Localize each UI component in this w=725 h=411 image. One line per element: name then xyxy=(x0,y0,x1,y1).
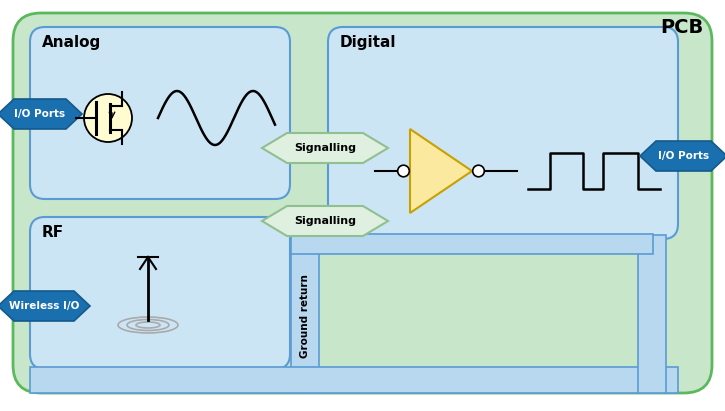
FancyBboxPatch shape xyxy=(30,217,290,369)
Text: Ground return: Ground return xyxy=(300,274,310,358)
FancyBboxPatch shape xyxy=(13,13,712,393)
FancyBboxPatch shape xyxy=(30,27,290,199)
Bar xyxy=(291,238,319,393)
Polygon shape xyxy=(262,133,388,163)
Polygon shape xyxy=(410,129,472,213)
FancyBboxPatch shape xyxy=(328,27,678,239)
Polygon shape xyxy=(0,291,90,321)
Text: RF: RF xyxy=(42,225,64,240)
Text: Signalling: Signalling xyxy=(294,143,356,153)
Text: Digital: Digital xyxy=(340,35,397,50)
Text: Signalling: Signalling xyxy=(294,216,356,226)
Text: I/O Ports: I/O Ports xyxy=(14,109,65,119)
Circle shape xyxy=(398,165,410,177)
Bar xyxy=(638,235,666,393)
Polygon shape xyxy=(0,99,82,129)
Text: I/O Ports: I/O Ports xyxy=(658,151,709,161)
Polygon shape xyxy=(640,141,725,171)
Bar xyxy=(30,367,678,393)
Polygon shape xyxy=(262,206,388,236)
Circle shape xyxy=(84,94,132,142)
Circle shape xyxy=(473,165,484,177)
Text: Wireless I/O: Wireless I/O xyxy=(9,301,79,311)
Text: Analog: Analog xyxy=(42,35,102,50)
Text: PCB: PCB xyxy=(660,18,703,37)
Bar xyxy=(291,234,653,254)
